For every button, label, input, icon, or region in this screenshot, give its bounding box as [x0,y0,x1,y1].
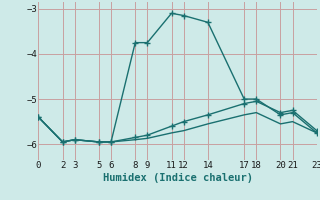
X-axis label: Humidex (Indice chaleur): Humidex (Indice chaleur) [103,173,252,183]
